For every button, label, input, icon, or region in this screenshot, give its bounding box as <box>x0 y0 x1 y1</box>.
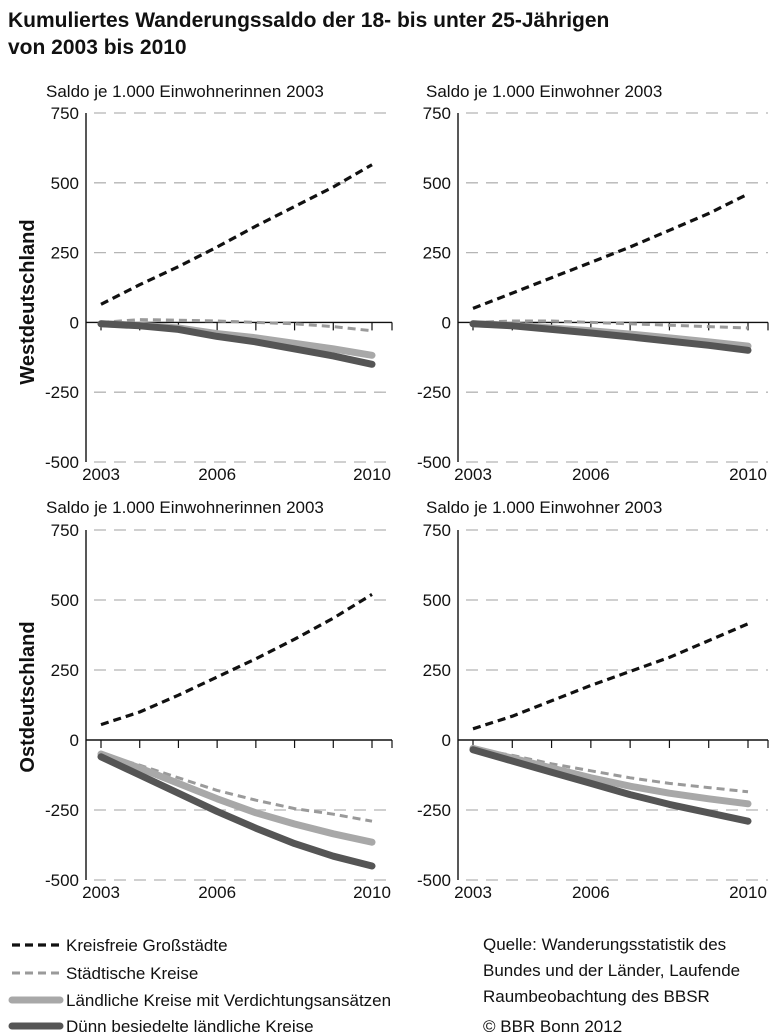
y-tick-label: -500 <box>45 871 79 890</box>
panel-east-male: Saldo je 1.000 Einwohner 2003 750 500 250 0 -… <box>417 498 769 902</box>
y-tick-label: 0 <box>442 731 451 750</box>
series-line-2 <box>469 744 752 808</box>
y-tick-label: 750 <box>51 104 79 123</box>
x-tick-label: 2010 <box>729 883 767 902</box>
x-tick-label: 2010 <box>353 465 391 484</box>
series-line-0 <box>100 593 373 727</box>
y-tick-label: -250 <box>45 383 79 402</box>
series-line-1 <box>100 318 373 333</box>
y-tick-label: 0 <box>70 731 79 750</box>
panel-east-female: Saldo je 1.000 Einwohnerinnen 2003 750 500… <box>45 498 393 902</box>
legend-label-kreisfreie: Kreisfreie Großstädte <box>66 936 228 955</box>
x-tick-label: 2003 <box>82 883 120 902</box>
legend-label-staedtische: Städtische Kreise <box>66 964 198 983</box>
y-tick-label: -250 <box>45 801 79 820</box>
panel-subtitle: Saldo je 1.000 Einwohner 2003 <box>426 82 662 101</box>
y-tick-label: 750 <box>423 521 451 540</box>
legend-label-laendlich: Ländliche Kreise mit Verdichtungsansätze… <box>66 991 391 1010</box>
y-tick-label: 250 <box>51 661 79 680</box>
row-label-west: Westdeutschland <box>17 219 39 384</box>
panel-subtitle: Saldo je 1.000 Einwohnerinnen 2003 <box>46 82 324 101</box>
x-tick-label: 2003 <box>454 465 492 484</box>
y-tick-label: 500 <box>423 591 451 610</box>
source-line-1: Quelle: Wanderungsstatistik des <box>483 935 726 954</box>
series-line-0 <box>472 192 749 310</box>
x-tick-label: 2003 <box>454 883 492 902</box>
x-tick-label: 2010 <box>353 883 391 902</box>
source-line-2: Bundes und der Länder, Laufende <box>483 961 740 980</box>
y-tick-label: -500 <box>417 871 451 890</box>
y-tick-label: 0 <box>70 313 79 332</box>
series-line-3 <box>97 753 376 870</box>
series-line-1 <box>472 319 749 330</box>
series-line-3 <box>469 320 752 354</box>
panels: Saldo je 1.000 Einwohnerinnen 2003 750 500… <box>45 82 769 902</box>
y-tick-label: 750 <box>51 521 79 540</box>
series-line-2 <box>97 750 376 846</box>
chart-title-line2: von 2003 bis 2010 <box>8 36 187 59</box>
y-tick-label: 500 <box>51 591 79 610</box>
y-tick-label: 500 <box>423 174 451 193</box>
x-tick-label: 2006 <box>572 883 610 902</box>
x-tick-label: 2006 <box>572 465 610 484</box>
y-tick-label: 250 <box>51 244 79 263</box>
y-tick-label: 250 <box>423 244 451 263</box>
y-tick-label: 0 <box>442 313 451 332</box>
y-tick-label: -500 <box>45 453 79 472</box>
panel-west-male: Saldo je 1.000 Einwohner 2003 750 500 250 0 -… <box>417 82 769 484</box>
x-tick-label: 2006 <box>198 465 236 484</box>
y-tick-label: -250 <box>417 383 451 402</box>
source-line-3: Raumbeobachtung des BBSR <box>483 987 710 1006</box>
source-note: Quelle: Wanderungsstatistik des Bundes u… <box>483 935 740 1034</box>
panel-west-female: Saldo je 1.000 Einwohnerinnen 2003 750 500… <box>45 82 393 484</box>
y-tick-label: 250 <box>423 661 451 680</box>
series-line-3 <box>97 320 376 368</box>
panel-subtitle: Saldo je 1.000 Einwohner 2003 <box>426 498 662 517</box>
series-line-3 <box>469 746 752 825</box>
chart-title-line1: Kumuliertes Wanderungssaldo der 18- bis … <box>8 9 609 32</box>
y-tick-label: -250 <box>417 801 451 820</box>
x-tick-label: 2003 <box>82 465 120 484</box>
legend: Kreisfreie Großstädte Städtische Kreise … <box>8 936 391 1034</box>
copyright: © BBR Bonn 2012 <box>483 1017 622 1034</box>
row-label-east: Ostdeutschland <box>17 621 39 772</box>
x-tick-label: 2006 <box>198 883 236 902</box>
y-tick-label: 750 <box>423 104 451 123</box>
legend-label-duenn: Dünn besiedelte ländliche Kreise <box>66 1017 314 1034</box>
y-tick-label: 500 <box>51 174 79 193</box>
x-tick-label: 2010 <box>729 465 767 484</box>
y-tick-label: -500 <box>417 453 451 472</box>
series-line-1 <box>100 752 373 823</box>
series-line-0 <box>100 163 373 306</box>
panel-subtitle: Saldo je 1.000 Einwohnerinnen 2003 <box>46 498 324 517</box>
series-line-0 <box>472 622 749 731</box>
